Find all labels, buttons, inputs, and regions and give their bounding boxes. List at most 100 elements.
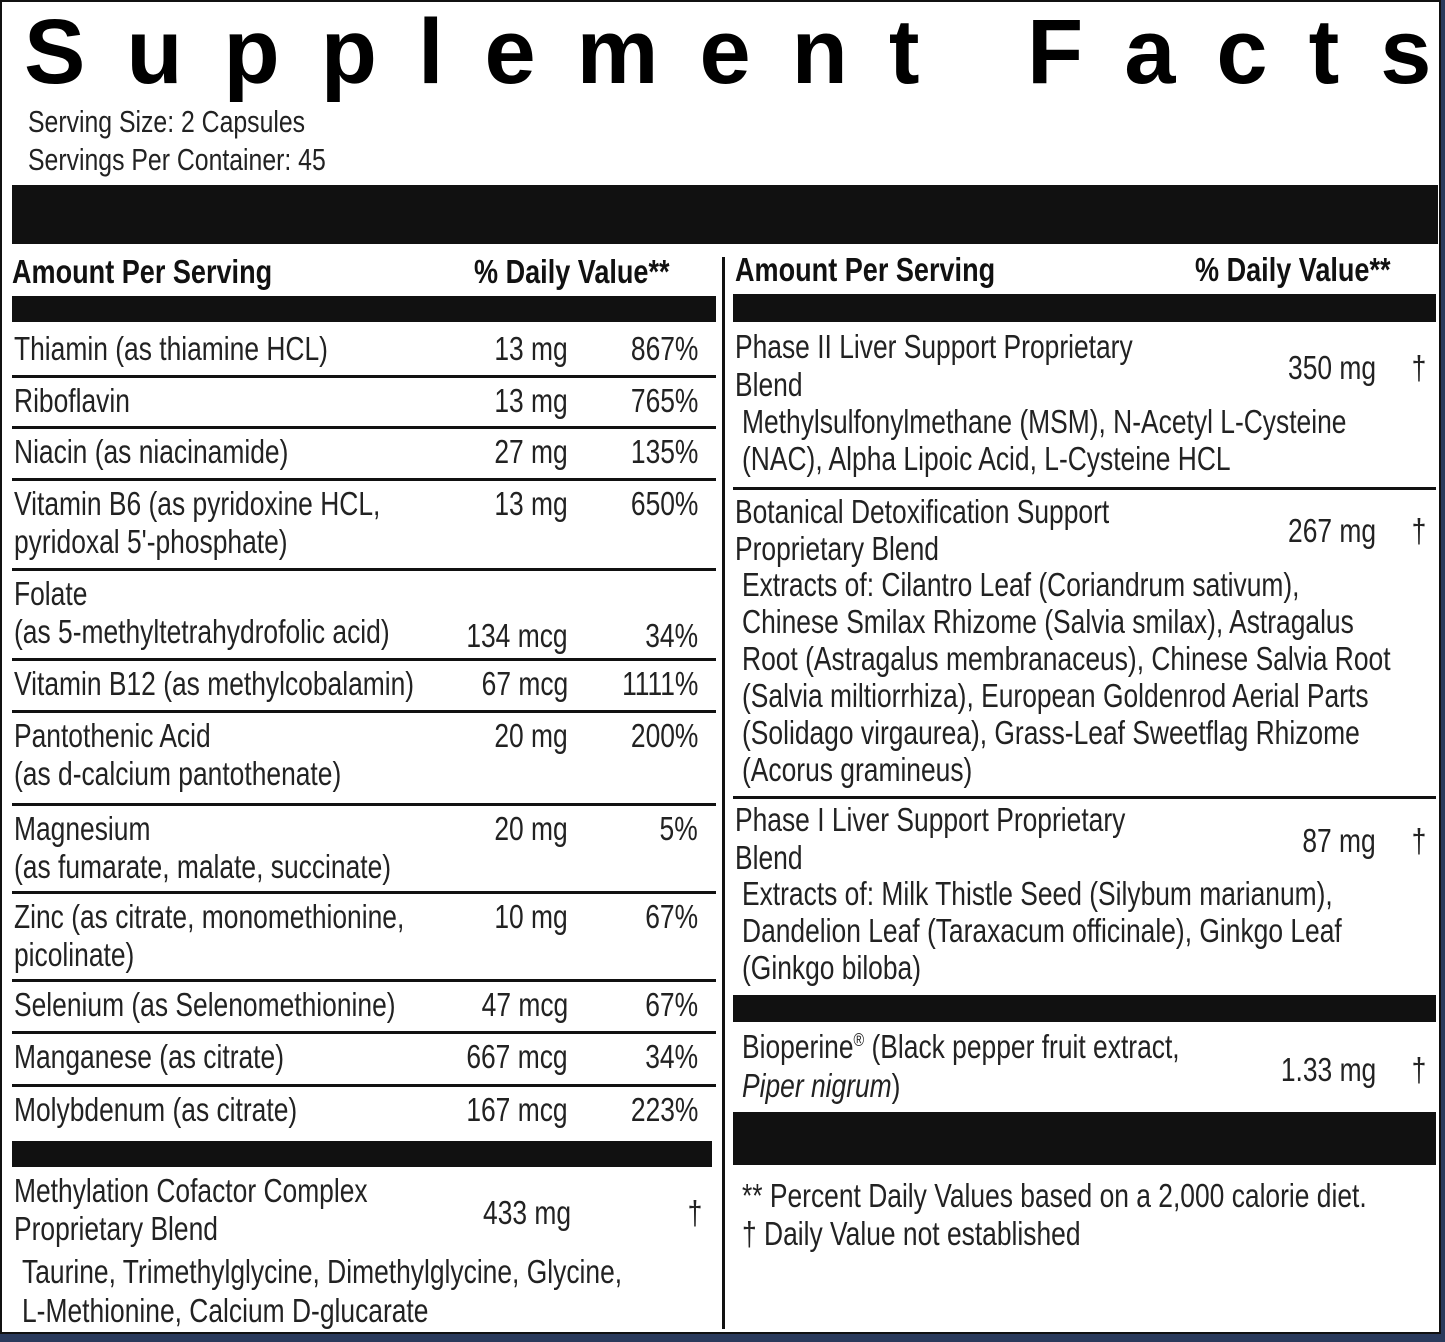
nutrient-row: Niacin (as niacinamide) 27 mg 135% — [12, 429, 716, 481]
nutrient-dv: 867% — [630, 330, 698, 367]
blend-name-line: Botanical Detoxification Support — [735, 493, 1110, 530]
nutrient-row: Thiamin (as thiamine HCL) 13 mg 867% — [12, 326, 716, 378]
bioperine-name-line-2: Piper nigrum) — [742, 1067, 900, 1105]
blend-ingredients-line: (Solidago virgaurea), Grass-Leaf Sweetfl… — [742, 714, 1360, 751]
blend-phase-1: Phase I Liver Support Proprietary Blend … — [733, 799, 1436, 995]
nutrient-amount: 20 mg — [494, 717, 568, 754]
footnote-daily-value: ** Percent Daily Values based on a 2,000… — [742, 1177, 1367, 1214]
nutrient-amount: 27 mg — [494, 433, 568, 470]
nutrient-name: Pantothenic Acid — [14, 717, 211, 754]
right-column: Amount Per Serving % Daily Value** Phase… — [733, 250, 1436, 1332]
methylation-amount: 433 mg — [482, 1194, 571, 1231]
nutrient-name: Manganese (as citrate) — [14, 1038, 284, 1075]
blend-name-line: Blend — [735, 839, 803, 876]
nutrient-amount: 10 mg — [494, 898, 568, 935]
methylation-ingredients-2: L-Methionine, Calcium D-glucarate — [22, 1292, 429, 1329]
nutrient-name: Magnesium — [14, 810, 151, 847]
blend-name-line: Phase II Liver Support Proprietary — [735, 328, 1133, 365]
methylation-ingredients-1: Taurine, Trimethylglycine, Dimethylglyci… — [22, 1253, 623, 1290]
bioperine-desc: (Black pepper fruit extract, — [864, 1028, 1180, 1065]
blend-ingredients-line: Root (Astragalus membranaceus), Chinese … — [742, 640, 1391, 677]
blend-amount: 87 mg — [1302, 822, 1376, 859]
nutrient-row: Selenium (as Selenomethionine) 47 mcg 67% — [12, 982, 716, 1034]
nutrient-name: Niacin (as niacinamide) — [14, 433, 289, 470]
nutrient-name: picolinate) — [14, 936, 135, 973]
nutrient-dv: 67% — [645, 986, 698, 1023]
nutrient-amount: 13 mg — [494, 382, 568, 419]
nutrient-amount: 20 mg — [494, 810, 568, 847]
nutrient-name: Riboflavin — [14, 382, 130, 419]
blend-name-line: Blend — [735, 366, 803, 403]
nutrient-amount: 134 mcg — [466, 617, 568, 654]
methylation-blend-name-2: Proprietary Blend — [14, 1210, 218, 1247]
nutrient-dv: 200% — [630, 717, 698, 754]
blend-ingredients-line: Dandelion Leaf (Taraxacum officinale), G… — [742, 912, 1342, 949]
nutrient-name: (as fumarate, malate, succinate) — [14, 848, 392, 885]
blend-dv: † — [1411, 512, 1426, 549]
nutrient-name: (as 5-methyltetrahydrofolic acid) — [14, 613, 390, 650]
nutrient-row: Vitamin B6 (as pyridoxine HCL, pyridoxal… — [12, 481, 716, 571]
header-bar — [12, 296, 716, 322]
bioperine-name-line-1: Bioperine® (Black pepper fruit extract, — [742, 1028, 1180, 1066]
serving-size: Serving Size: 2 Capsules — [28, 104, 306, 139]
nutrient-dv: 34% — [645, 617, 698, 654]
bioperine-close-paren: ) — [891, 1067, 901, 1104]
nutrient-name: Zinc (as citrate, monomethionine, — [14, 898, 405, 935]
nutrient-name: (as d-calcium pantothenate) — [14, 755, 342, 792]
methylation-dv: † — [687, 1194, 702, 1231]
blend-ingredients-line: Extracts of: Cilantro Leaf (Coriandrum s… — [742, 566, 1300, 603]
nutrient-row: Riboflavin 13 mg 765% — [12, 378, 716, 429]
blend-amount: 350 mg — [1287, 349, 1376, 386]
nutrient-row: Manganese (as citrate) 667 mcg 34% — [12, 1034, 716, 1087]
nutrient-name: Thiamin (as thiamine HCL) — [14, 330, 328, 367]
nutrient-row: Folate (as 5-methyltetrahydrofolic acid) 1… — [12, 571, 716, 661]
nutrient-dv: 223% — [630, 1091, 698, 1128]
nutrient-row: Magnesium (as fumarate, malate, succinate… — [12, 806, 716, 894]
nutrient-name: pyridoxal 5'-phosphate) — [14, 523, 288, 560]
blend-divider-bar — [12, 1141, 712, 1167]
blend-ingredients-line: (Salvia miltiorrhiza), European Goldenro… — [742, 677, 1369, 714]
methylation-blend-name-1: Methylation Cofactor Complex — [14, 1172, 368, 1209]
panel-title: Supplement Facts — [24, 1, 1445, 103]
nutrient-name: Vitamin B6 (as pyridoxine HCL, — [14, 485, 381, 522]
nutrient-row: Zinc (as citrate, monomethionine, picolin… — [12, 894, 716, 982]
blend-ingredients-line: Extracts of: Milk Thistle Seed (Silybum … — [742, 875, 1333, 912]
header-bar-right — [733, 294, 1436, 322]
registered-mark: ® — [853, 1030, 865, 1050]
blend-ingredients-line: Methylsulfonylmethane (MSM), N-Acetyl L-… — [742, 403, 1347, 440]
bioperine-divider-bar — [733, 995, 1436, 1022]
nutrient-dv: 34% — [645, 1038, 698, 1075]
nutrient-amount: 167 mcg — [466, 1091, 568, 1128]
nutrient-amount: 13 mg — [494, 485, 568, 522]
footnote-divider-bar — [733, 1112, 1436, 1165]
nutrient-dv: 135% — [630, 433, 698, 470]
nutrient-dv: 67% — [645, 898, 698, 935]
blend-name-line: Phase I Liver Support Proprietary — [735, 801, 1126, 838]
nutrient-name: Selenium (as Selenomethionine) — [14, 986, 396, 1023]
left-column: Amount Per Serving % Daily Value** Thiam… — [12, 252, 716, 1332]
blend-ingredients-line: (Acorus gramineus) — [742, 751, 973, 788]
nutrient-amount: 667 mcg — [466, 1038, 568, 1075]
blend-ingredients-line: (NAC), Alpha Lipoic Acid, L-Cysteine HCL — [742, 440, 1231, 477]
blend-ingredients-line: Chinese Smilax Rhizome (Salvia smilax), … — [742, 603, 1354, 640]
blend-botanical-detox: Botanical Detoxification Support Proprie… — [733, 490, 1436, 799]
blend-phase-2: Phase II Liver Support Proprietary Blend… — [733, 326, 1436, 490]
bioperine-latin-name: Piper nigrum — [742, 1067, 892, 1104]
blend-amount: 267 mg — [1287, 512, 1376, 549]
nutrient-row: Vitamin B12 (as methylcobalamin) 67 mcg 11… — [12, 661, 716, 713]
blend-ingredients-line: (Ginkgo biloba) — [742, 949, 922, 986]
nutrient-dv: 5% — [659, 810, 698, 847]
amount-per-serving-header: Amount Per Serving — [12, 253, 273, 290]
nutrient-amount: 13 mg — [494, 330, 568, 367]
footnote-not-established: † Daily Value not established — [742, 1215, 1081, 1252]
bioperine-amount: 1.33 mg — [1280, 1051, 1376, 1088]
thick-divider-bar — [12, 185, 1438, 244]
blend-name-line: Proprietary Blend — [735, 530, 939, 567]
nutrient-row: Pantothenic Acid (as d-calcium pantothena… — [12, 713, 716, 806]
nutrient-dv: 765% — [630, 382, 698, 419]
nutrient-name: Molybdenum (as citrate) — [14, 1091, 298, 1128]
daily-value-header: % Daily Value** — [474, 253, 670, 290]
nutrient-name: Vitamin B12 (as methylcobalamin) — [14, 665, 415, 702]
nutrient-amount: 47 mcg — [481, 986, 568, 1023]
